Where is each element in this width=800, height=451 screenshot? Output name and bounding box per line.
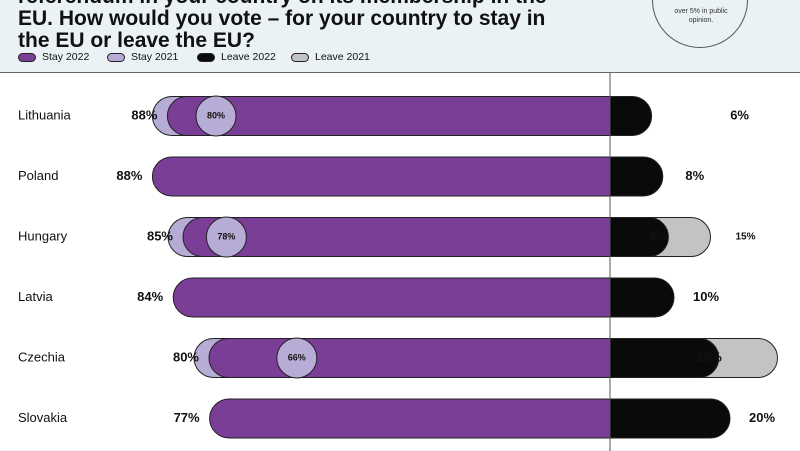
category-label-slovakia: Slovakia [18, 410, 68, 425]
category-label-hungary: Hungary [18, 228, 68, 243]
bar-stay-2022-poland [151, 156, 611, 197]
label-leave-2021-hungary: 15% [735, 232, 755, 243]
label-stay-2021-lithuania: 80% [207, 110, 225, 120]
label-stay-2022-slovakia: 77% [174, 410, 200, 425]
legend-swatch-leave-2022 [197, 53, 215, 62]
label-leave-2022-poland: 8% [685, 168, 704, 183]
category-label-latvia: Latvia [18, 289, 53, 304]
legend-label-leave-2021: Leave 2021 [315, 51, 370, 63]
label-stay-2022-latvia: 84% [137, 289, 163, 304]
note-text: over 5% in public opinion. [674, 8, 728, 24]
bar-leave-2022-poland [609, 156, 664, 197]
chart-title: referendum in your country on its member… [18, 0, 547, 52]
label-leave-2022-hungary: 9% [649, 228, 668, 243]
bar-leave-2022-czechia [609, 338, 720, 378]
bar-stay-2022-lithuania [166, 96, 611, 136]
category-label-poland: Poland [18, 168, 58, 183]
note-circle: over 5% in public opinion. [652, 0, 748, 48]
label-stay-2021-czechia: 66% [288, 352, 306, 362]
category-label-lithuania: Lithuania [18, 107, 72, 122]
plot-area: 80% Lithuania 88% 6% Poland 88% 8% 78% Hungary 85… [0, 72, 800, 451]
label-stay-2021-hungary: 78% [217, 231, 235, 241]
bar-stay-2022-czechia [208, 338, 611, 378]
bar-chart: 80% Lithuania 88% 6% Poland 88% 8% 78% Hungary 85… [18, 73, 778, 451]
legend-swatch-stay-2021 [107, 53, 125, 62]
legend-swatch-stay-2022 [18, 53, 36, 62]
label-stay-2022-hungary: 85% [147, 228, 173, 243]
marker-stay-2021-czechia [276, 337, 318, 379]
bar-leave-2022-latvia [609, 277, 675, 318]
label-leave-2022-latvia: 10% [693, 289, 719, 304]
label-stay-2022-czechia: 80% [173, 349, 199, 364]
label-stay-2022-poland: 88% [116, 168, 142, 183]
marker-stay-2021-hungary [205, 216, 247, 258]
bar-stay-2022-hungary [182, 217, 611, 257]
label-leave-2022-lithuania: 6% [730, 107, 749, 122]
label-leave-2022-czechia: 18% [696, 349, 722, 364]
legend-label-stay-2022: Stay 2022 [42, 51, 90, 63]
bar-leave-2022-lithuania [609, 96, 653, 136]
label-leave-2022-slovakia: 20% [749, 410, 775, 425]
legend-swatch-leave-2021 [291, 53, 309, 62]
bar-stay-2022-slovakia [209, 398, 611, 439]
marker-stay-2021-lithuania [195, 95, 237, 137]
legend-label-leave-2022: Leave 2022 [221, 51, 276, 63]
chart-header: referendum in your country on its member… [0, 0, 800, 72]
bar-stay-2022-latvia [172, 277, 611, 318]
bar-leave-2022-hungary [609, 217, 669, 257]
legend-label-stay-2021: Stay 2021 [131, 51, 179, 63]
label-stay-2022-lithuania: 88% [131, 107, 157, 122]
bar-leave-2022-slovakia [609, 398, 731, 439]
category-label-czechia: Czechia [18, 349, 66, 364]
